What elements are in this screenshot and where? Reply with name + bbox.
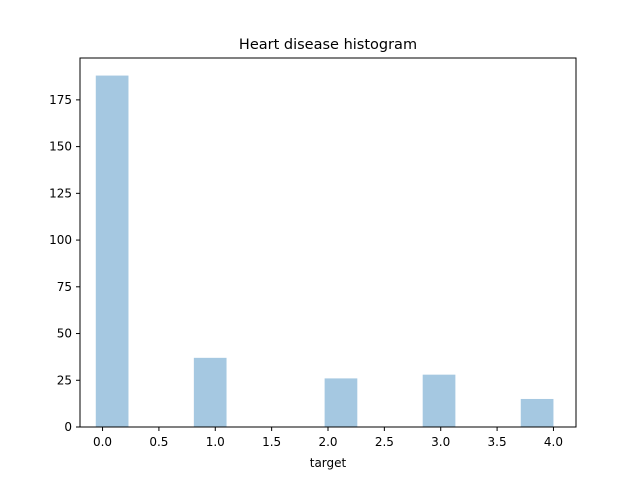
x-tick-label: 2.5 [375, 435, 394, 449]
x-tick-label: 2.0 [318, 435, 337, 449]
x-axis-label: target [310, 456, 347, 470]
plot-frame [79, 57, 577, 428]
x-tick-label: 1.0 [206, 435, 225, 449]
y-tick-label: 50 [57, 327, 72, 341]
x-tick-label: 0.5 [149, 435, 168, 449]
y-tick-label: 100 [49, 233, 72, 247]
y-tick-label: 75 [57, 280, 72, 294]
histogram-bar [324, 378, 358, 427]
histogram-bar [520, 398, 554, 427]
y-tick-label: 150 [49, 140, 72, 154]
chart-title: Heart disease histogram [239, 37, 417, 53]
y-tick-label: 0 [64, 420, 72, 434]
y-tick-label: 125 [49, 186, 72, 200]
bars-layer [95, 75, 554, 427]
histogram-bar [193, 357, 227, 427]
y-tick-label: 175 [49, 93, 72, 107]
y-axis-ticks: 0 25 50 75 100 125 150 175 [49, 93, 80, 434]
x-tick-label: 4.0 [544, 435, 563, 449]
x-tick-label: 3.0 [431, 435, 450, 449]
x-tick-label: 0.0 [93, 435, 112, 449]
x-axis-ticks: 0.0 0.5 1.0 1.5 2.0 2.5 3.0 3.5 4.0 [93, 427, 563, 449]
histogram-bar [95, 75, 129, 427]
x-tick-label: 3.5 [488, 435, 507, 449]
histogram-bar [422, 374, 456, 427]
y-tick-label: 25 [57, 373, 72, 387]
x-tick-label: 1.5 [262, 435, 281, 449]
